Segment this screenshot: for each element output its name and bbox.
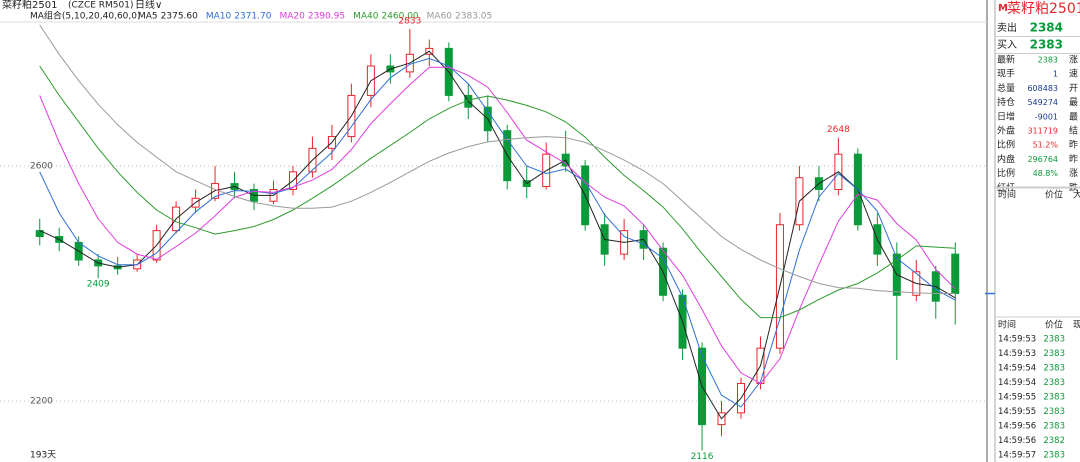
tick-price: 2383 [1043, 378, 1065, 388]
row-value: 2383 [1038, 56, 1058, 65]
ma-line [39, 66, 956, 385]
row-label: 内盘 [997, 153, 1015, 165]
row-value: 48.8% [1033, 169, 1059, 178]
y-tick-label: 2600 [30, 161, 53, 171]
ma-line [39, 65, 956, 319]
column-header: 价位 [1045, 189, 1063, 201]
tick-time: 14:59:55 [998, 393, 1036, 403]
row-label: 比例 [997, 139, 1015, 151]
tick-time: 14:59:54 [998, 378, 1036, 388]
ma-group[interactable]: MA组合(5,10,20,40,60,0) [30, 10, 141, 22]
tick-time: 14:59:56 [998, 422, 1036, 432]
row-next: 最 [1069, 97, 1078, 108]
extreme-label: 2648 [827, 125, 850, 135]
period[interactable]: 日线∨ [135, 0, 162, 11]
row-label: 外盘 [997, 125, 1015, 137]
row-value: 1 [1053, 70, 1058, 79]
row-next: 昨 [1069, 153, 1078, 165]
row-label: 总量 [997, 82, 1015, 94]
row-value: -9001 [1035, 112, 1058, 121]
tick-price: 2383 [1043, 349, 1065, 359]
extreme-label: 2409 [87, 280, 110, 290]
tick-time: 14:59:56 [998, 436, 1036, 446]
contract-code[interactable]: (CZCE RM501) [68, 1, 134, 11]
legend-name: MA40 [353, 12, 379, 22]
tick-price: 2383 [1043, 393, 1065, 403]
bid-label: 买入 [997, 39, 1017, 51]
ask-label: 卖出 [997, 21, 1017, 34]
tick-price: 2383 [1043, 422, 1065, 432]
symbol: 菜籽粕2501 [2, 0, 57, 11]
tick-price: 2383 [1043, 335, 1065, 345]
column-header: 价位 [1045, 319, 1063, 331]
legend-name: MA60 [427, 12, 453, 22]
row-next: 涨 [1069, 168, 1078, 179]
row-next: 涨 [1069, 55, 1078, 66]
legend-name: MA10 [206, 12, 232, 22]
row-value: 608483 [1027, 84, 1058, 93]
tick-time: 14:59:53 [998, 349, 1036, 359]
tick-time: 14:59:57 [998, 451, 1036, 461]
row-value: 51.2% [1033, 141, 1059, 150]
row-label: 现手 [997, 68, 1015, 80]
bid-price: 2383 [1030, 38, 1063, 52]
row-next: 开 [1069, 83, 1078, 94]
legend-name: MA5 [138, 12, 158, 22]
row-value: 311719 [1027, 127, 1058, 136]
row-value: 296764 [1027, 155, 1058, 164]
legend-value: 2390.95 [308, 12, 345, 22]
extreme-label: 2116 [691, 452, 714, 462]
tick-price: 2382 [1043, 436, 1065, 446]
quote-title: 菜籽粕2501 [1007, 1, 1080, 17]
candle-body [951, 253, 960, 295]
row-next: 速 [1069, 69, 1078, 80]
tick-time: 14:59:55 [998, 407, 1036, 417]
icon-box [997, 2, 1006, 13]
tick-price: 2383 [1043, 407, 1065, 417]
row-next: 昨 [1069, 139, 1078, 151]
column-header: 时间 [998, 189, 1016, 201]
icon: M [998, 3, 1008, 14]
ask-price: 2384 [1030, 21, 1063, 35]
legend-name: MA20 [279, 12, 305, 22]
column-header: 现 [1073, 320, 1080, 331]
legend-value: 2371.70 [234, 12, 271, 22]
legend-value: 2460.00 [381, 12, 418, 22]
tick-time: 14:59:54 [998, 364, 1036, 374]
y-tick-label: 2200 [30, 397, 53, 407]
tick-price: 2383 [1043, 451, 1065, 461]
ma-line [39, 24, 956, 294]
tick-price: 2383 [1043, 364, 1065, 374]
row-label: 日增 [997, 110, 1015, 122]
extreme-label: 2833 [398, 16, 421, 26]
row-next: 结 [1069, 125, 1078, 137]
tick-time: 14:59:53 [998, 335, 1036, 345]
ma-line [39, 57, 956, 408]
row-label: 持仓 [997, 96, 1015, 108]
bar-count: 193天 [30, 451, 56, 461]
column-header: 时间 [998, 319, 1016, 331]
row-label: 比例 [997, 167, 1015, 179]
row-label: 最新 [997, 54, 1015, 66]
legend-value: 2375.60 [161, 12, 198, 22]
row-next: 最 [1069, 111, 1078, 122]
ma-line [39, 50, 956, 420]
legend-value: 2383.05 [455, 12, 492, 22]
column-header: 大 [1073, 189, 1080, 201]
row-value: 549274 [1027, 98, 1058, 107]
